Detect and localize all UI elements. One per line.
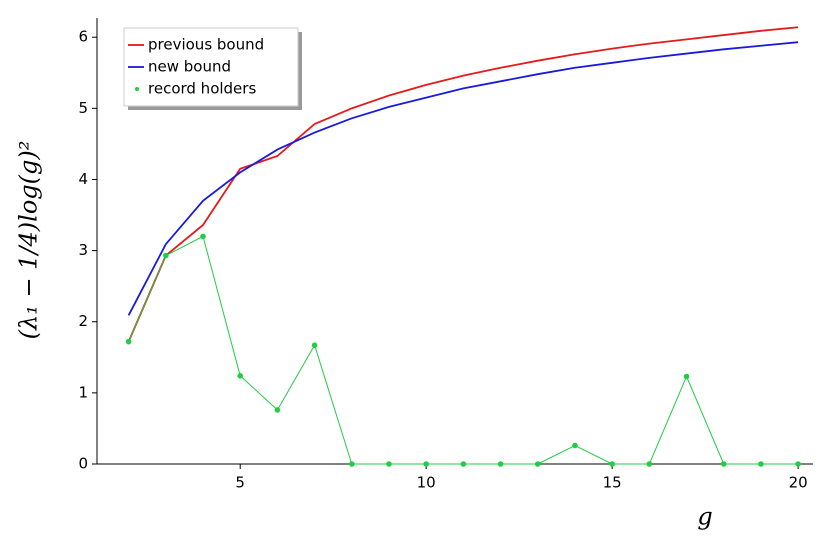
legend-label: previous bound — [148, 36, 264, 54]
series-marker — [460, 461, 467, 467]
series-marker — [423, 461, 429, 467]
y-tick-label: 4 — [78, 170, 88, 188]
series-marker — [534, 461, 541, 467]
legend-marker — [135, 87, 139, 91]
series-marker — [646, 461, 653, 467]
series-marker — [348, 461, 355, 467]
series-marker — [758, 461, 764, 467]
series-marker — [683, 373, 690, 380]
series-marker — [795, 461, 801, 467]
legend: previous bound new bound record holders — [123, 27, 302, 110]
series-marker — [720, 461, 727, 467]
x-tick-label: 10 — [417, 474, 436, 492]
series-marker — [497, 461, 504, 467]
series-line — [127, 41, 799, 316]
series-marker — [274, 407, 281, 413]
series-marker — [609, 461, 615, 467]
y-tick-label: 5 — [78, 99, 88, 117]
legend-box — [123, 27, 299, 107]
legend-label: new bound — [148, 58, 231, 76]
x-tick-label: 20 — [789, 474, 808, 492]
x-tick-label: 5 — [235, 474, 245, 492]
series-line — [128, 235, 799, 465]
series-marker — [311, 342, 318, 349]
y-tick-label: 1 — [78, 383, 88, 401]
x-axis-label: g — [697, 503, 712, 531]
y-tick-label: 6 — [78, 28, 88, 46]
series-line — [127, 26, 799, 343]
x-tick-label: 15 — [603, 474, 622, 492]
series-marker — [572, 442, 578, 449]
series-marker — [163, 252, 169, 259]
y-tick-label: 0 — [78, 455, 88, 473]
series-marker — [237, 372, 243, 379]
series-marker — [125, 338, 132, 345]
series-marker — [200, 233, 206, 240]
y-axis-label: (λ₁ − 1/4)log(g)² — [15, 141, 43, 340]
series-marker — [386, 461, 392, 467]
legend-label: record holders — [148, 80, 256, 98]
y-tick-label: 3 — [78, 241, 88, 259]
y-tick-label: 2 — [78, 312, 88, 330]
